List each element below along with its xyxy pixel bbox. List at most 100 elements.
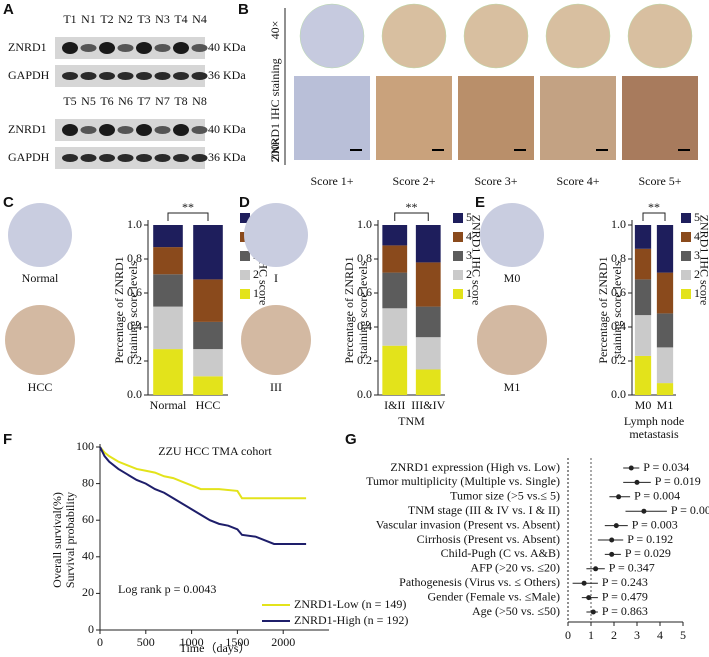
p-value: P = 0.479 <box>602 589 648 603</box>
bar-segment <box>153 274 183 307</box>
lane-label: T1 <box>63 12 76 26</box>
bar-segment <box>634 248 652 280</box>
y-tick-label: 0.2 <box>611 353 626 367</box>
legend-label: 4 <box>466 229 472 243</box>
estimate <box>609 537 615 543</box>
lane-label: N4 <box>192 12 207 26</box>
blot-band <box>80 44 97 52</box>
tma-core <box>244 203 308 267</box>
bracket <box>167 212 209 221</box>
legend-title: ZNRD1 IHC score <box>697 215 709 306</box>
legend-swatch <box>453 289 463 299</box>
blot-band <box>99 124 115 136</box>
tma-core <box>480 203 544 267</box>
panel-label: D <box>239 194 250 211</box>
significance: ** <box>182 200 194 214</box>
x-tick-label: 2 <box>611 628 617 642</box>
tissue-image <box>458 76 534 160</box>
y-tick-label: 60 <box>82 512 94 526</box>
bracket <box>642 212 666 221</box>
row-label: Tumor multiplicity (Multiple vs. Single) <box>366 474 560 488</box>
blot-band <box>191 126 208 134</box>
y-tick-label: 0.8 <box>611 251 626 265</box>
bar-segment <box>193 349 223 377</box>
blot-band <box>62 154 78 162</box>
x-tick-label: 0 <box>565 628 571 642</box>
blot-band <box>62 42 78 54</box>
lane-label: T4 <box>174 12 187 26</box>
bar-segment <box>193 225 223 280</box>
legend-label: 2 <box>253 267 259 281</box>
band-name: GAPDH <box>8 150 50 164</box>
y-tick-label: 0.0 <box>127 387 142 401</box>
bar-segment <box>382 345 408 395</box>
bar-segment <box>634 279 652 316</box>
y-tick-label: 0.2 <box>357 353 372 367</box>
x-axis-label: TNM <box>398 414 425 428</box>
y-tick-label: 80 <box>82 475 94 489</box>
legend-label: 4 <box>694 229 700 243</box>
blot-band <box>117 44 134 52</box>
estimate <box>628 465 634 471</box>
blot-band <box>173 154 189 162</box>
lane-label: N1 <box>81 12 96 26</box>
y-tick-label: 1.0 <box>127 217 142 231</box>
lane-label: T5 <box>63 94 76 108</box>
tma-core <box>545 3 611 69</box>
legend-swatch <box>681 232 691 242</box>
legend-swatch <box>240 289 250 299</box>
blot-band <box>80 154 97 162</box>
lane-label: N6 <box>118 94 133 108</box>
image-label: M1 <box>504 380 521 394</box>
x-tick-label: Normal <box>150 398 187 412</box>
blot-band <box>173 124 189 136</box>
row-label: Tumor size (>5 vs.≤ 5) <box>450 489 560 503</box>
bar-segment <box>656 383 674 395</box>
estimate <box>616 494 622 500</box>
legend-label: 3 <box>466 248 472 262</box>
blot-band <box>136 72 152 80</box>
y-tick-label: 100 <box>76 439 94 453</box>
tma-core <box>299 3 365 69</box>
tissue-image <box>294 76 370 160</box>
y-tick-label: 0.6 <box>127 285 142 299</box>
row-label: Pathogenesis (Virus vs. ≤ Others) <box>399 575 560 589</box>
lane-label: N5 <box>81 94 96 108</box>
band-size: 40 KDa <box>208 40 246 54</box>
tissue-image <box>376 76 452 160</box>
bar-segment <box>382 225 408 246</box>
x-tick-label: HCC <box>196 398 221 412</box>
bar-segment <box>153 247 183 275</box>
blot-band <box>80 72 97 80</box>
row-label: Child-Pugh (C vs. A&B) <box>441 546 560 560</box>
x-tick-label: 500 <box>137 635 155 649</box>
legend-title: ZNRD1 IHC score <box>469 215 483 306</box>
blot-band <box>154 44 171 52</box>
bar-segment <box>153 306 183 350</box>
blot-band <box>191 44 208 52</box>
score-label: Score 4+ <box>556 174 599 188</box>
y-axis-label: Survival probability <box>63 492 77 588</box>
magnification: 200× <box>268 138 282 163</box>
band-size: 36 KDa <box>208 68 246 82</box>
band-size: 40 KDa <box>208 122 246 136</box>
score-label: Score 5+ <box>638 174 681 188</box>
blot-band <box>136 124 152 136</box>
bar-segment <box>153 349 183 395</box>
bar-segment <box>415 337 441 370</box>
legend-label: 1 <box>466 286 472 300</box>
band-name: ZNRD1 <box>8 122 47 136</box>
row-label: TNM stage (III & IV vs. I & II) <box>408 503 560 517</box>
bar-segment <box>415 306 441 338</box>
blot-band <box>117 126 134 134</box>
row-label: AFP (>20 vs. ≤20) <box>470 561 560 575</box>
row-label: Age (>50 vs. ≤50) <box>472 604 560 618</box>
legend-label: ZNRD1-High (n = 192) <box>294 613 408 627</box>
bar-segment <box>656 272 674 314</box>
tma-core <box>5 305 75 375</box>
legend-swatch <box>240 213 250 223</box>
bar-segment <box>193 279 223 322</box>
x-tick-label: 2000 <box>271 635 295 649</box>
tma-core <box>463 3 529 69</box>
